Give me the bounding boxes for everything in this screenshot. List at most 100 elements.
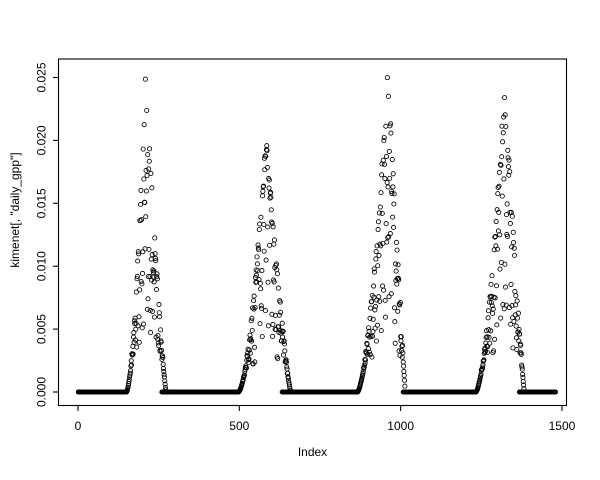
data-point [156, 343, 162, 349]
data-point [501, 176, 507, 182]
data-point [254, 261, 260, 267]
data-point [144, 306, 150, 312]
axes: 0 500 1000 1500 0.000 0.005 0.010 0.015 0.020 0.0… [35, 58, 576, 433]
data-point [390, 171, 396, 177]
data-point [268, 194, 274, 200]
y-tick-label: 0.025 [35, 62, 49, 92]
data-point [267, 242, 273, 248]
data-point [128, 368, 134, 374]
data-point [249, 315, 255, 321]
data-point [390, 214, 396, 220]
data-point [256, 247, 262, 253]
data-point [398, 338, 404, 344]
data-point [141, 176, 147, 182]
data-point [250, 305, 256, 311]
data-point [129, 362, 135, 368]
data-point [371, 294, 377, 300]
data-point [256, 227, 262, 233]
data-point [283, 357, 289, 363]
data-point [486, 334, 492, 340]
data-point [494, 207, 500, 213]
data-point [392, 340, 398, 346]
data-point [372, 303, 379, 309]
data-point [149, 308, 156, 315]
data-point [136, 339, 142, 345]
data-point [245, 357, 251, 363]
data-point [488, 328, 494, 334]
data-point [141, 122, 147, 128]
data-point [137, 217, 143, 224]
data-point [127, 370, 133, 376]
data-point [271, 237, 278, 243]
data-point [281, 341, 288, 347]
data-point [389, 157, 395, 163]
data-point [511, 245, 517, 251]
data-point [485, 308, 491, 314]
data-point [262, 308, 268, 314]
data-point [402, 383, 408, 389]
data-point [400, 342, 406, 348]
data-point [496, 169, 502, 175]
data-point [384, 239, 390, 245]
data-point [247, 332, 253, 338]
data-point [287, 386, 293, 392]
data-point [373, 249, 379, 255]
data-point [393, 239, 399, 245]
data-point [520, 371, 526, 377]
data-point [130, 351, 136, 357]
data-point [258, 303, 264, 309]
data-point [142, 199, 148, 205]
data-point [269, 220, 275, 226]
data-point [285, 375, 291, 381]
data-point [138, 201, 144, 207]
data-point [399, 343, 405, 349]
data-point [381, 161, 388, 167]
data-point [128, 363, 134, 369]
data-point [518, 342, 524, 348]
data-point [385, 93, 391, 99]
data-point [372, 307, 378, 313]
x-tick-label: 1000 [387, 419, 414, 433]
data-point [139, 270, 146, 276]
data-point [366, 325, 372, 331]
data-point [395, 262, 401, 268]
data-point [381, 138, 387, 144]
data-point [271, 279, 277, 285]
data-point [382, 297, 388, 304]
data-point [512, 289, 518, 295]
data-point [246, 356, 252, 362]
data-point [509, 213, 515, 219]
y-tick-label: 0.010 [35, 251, 49, 281]
data-point [387, 231, 393, 237]
y-tick-label: 0.015 [35, 188, 49, 218]
data-point [246, 347, 252, 353]
data-point [382, 314, 389, 320]
data-point [261, 221, 267, 228]
data-point [394, 247, 400, 253]
data-point [375, 227, 381, 233]
data-point [150, 267, 156, 273]
data-point [484, 349, 490, 356]
data-point [367, 352, 373, 358]
data-point [396, 348, 402, 354]
data-point [359, 375, 365, 381]
data-point [492, 233, 499, 239]
data-point [367, 315, 373, 321]
data-point [386, 294, 392, 300]
data-point [152, 251, 158, 257]
data-point [501, 306, 507, 312]
data-point [138, 187, 144, 193]
data-point [369, 354, 375, 360]
data-point [378, 328, 384, 334]
data-point [251, 293, 257, 299]
data-point [496, 183, 502, 189]
data-point [258, 214, 264, 220]
data-point [397, 302, 403, 308]
data-point [396, 277, 402, 283]
data-point [518, 351, 524, 357]
data-point [502, 261, 508, 267]
data-point [517, 331, 523, 337]
data-point [477, 376, 483, 382]
data-point [275, 285, 281, 291]
